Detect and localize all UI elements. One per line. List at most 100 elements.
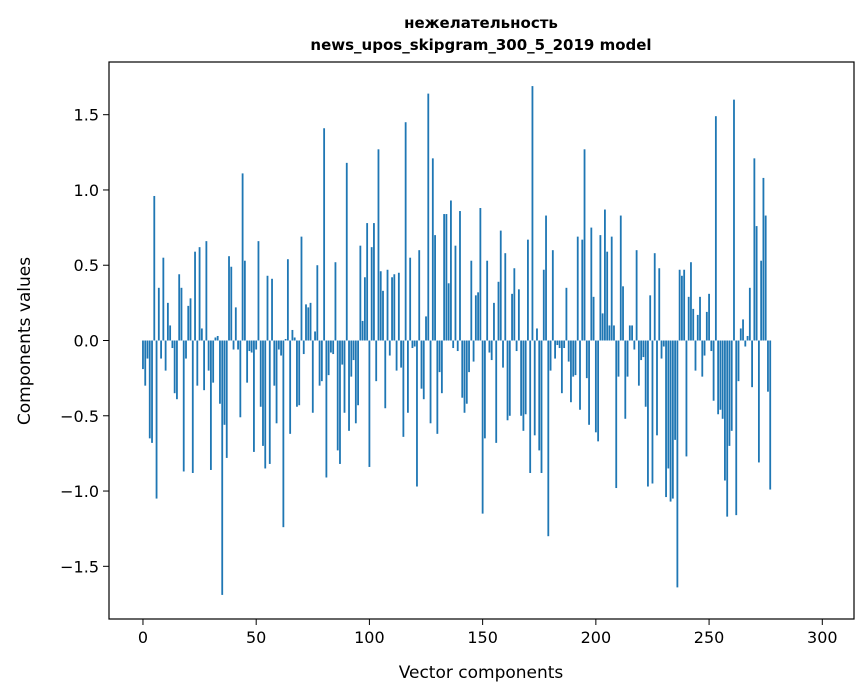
bar <box>440 340 443 394</box>
bar <box>719 340 722 410</box>
bar <box>696 314 699 341</box>
bar <box>746 335 749 341</box>
bar <box>146 340 149 359</box>
bar <box>764 215 767 341</box>
bar <box>443 214 446 341</box>
bar <box>536 328 538 341</box>
bar <box>565 287 568 341</box>
bar <box>671 340 674 499</box>
bar <box>291 329 294 341</box>
bar <box>499 230 502 341</box>
bar <box>755 226 758 341</box>
bar <box>633 340 636 350</box>
bar <box>228 256 230 341</box>
bar <box>196 340 199 386</box>
bar <box>490 340 493 361</box>
bar <box>431 158 434 341</box>
bar <box>592 296 595 341</box>
bar <box>751 340 753 388</box>
bar <box>316 265 319 341</box>
bar <box>296 340 298 407</box>
bar <box>259 340 262 407</box>
bar <box>531 86 534 341</box>
bar <box>703 340 706 356</box>
bar <box>454 245 457 341</box>
bar <box>309 302 312 341</box>
bar <box>481 340 484 514</box>
bar <box>705 311 708 341</box>
bar <box>744 340 747 347</box>
bar <box>606 251 609 341</box>
bar <box>762 177 765 341</box>
bar <box>760 260 763 341</box>
bar <box>243 260 246 341</box>
bar <box>474 295 477 341</box>
bar <box>384 340 387 409</box>
bar <box>463 340 466 413</box>
bar <box>187 305 190 341</box>
x-axis-label: Vector components <box>399 663 564 683</box>
bar <box>194 251 196 341</box>
bar <box>305 304 307 341</box>
bar <box>411 340 414 349</box>
bar <box>409 257 412 341</box>
bar <box>157 287 160 341</box>
bar <box>230 266 233 341</box>
bar <box>615 340 618 489</box>
bar <box>678 269 681 341</box>
bar <box>320 340 323 382</box>
bar <box>459 211 461 341</box>
bar <box>314 331 316 341</box>
bar <box>710 340 713 352</box>
y-tick-label: 1.0 <box>74 181 99 200</box>
bar <box>493 302 495 341</box>
bar <box>622 286 624 341</box>
bar <box>221 340 224 595</box>
bar <box>332 340 335 355</box>
bar <box>359 245 362 341</box>
bar <box>169 325 172 341</box>
bar <box>198 247 201 341</box>
bar <box>520 340 523 416</box>
bar <box>246 340 249 383</box>
y-tick-label: 0.5 <box>74 256 99 275</box>
bar <box>366 223 369 341</box>
bar <box>617 340 620 377</box>
bar <box>642 340 645 358</box>
bar <box>185 340 187 359</box>
bar <box>699 296 701 341</box>
bar <box>470 260 473 341</box>
bar <box>425 316 427 341</box>
bar <box>599 235 602 341</box>
bar <box>742 319 744 341</box>
x-tick-label: 150 <box>467 628 498 647</box>
bar <box>567 340 570 362</box>
bar <box>298 340 301 406</box>
bar <box>225 340 228 458</box>
bar <box>767 340 769 392</box>
bar <box>395 340 398 371</box>
bar <box>250 340 253 353</box>
bar <box>594 340 597 433</box>
x-tick-label: 50 <box>246 628 266 647</box>
chart-subtitle: news_upos_skipgram_300_5_2019 model <box>310 36 651 54</box>
bar <box>318 340 321 386</box>
bar <box>497 281 500 341</box>
bar <box>293 337 296 341</box>
bar <box>712 340 715 401</box>
bar <box>413 340 416 347</box>
bar <box>724 340 726 481</box>
bar <box>388 340 391 356</box>
bar <box>368 340 371 467</box>
x-tick-label: 250 <box>694 628 725 647</box>
bar <box>375 340 378 382</box>
bar <box>733 99 735 341</box>
y-tick-label: −1.5 <box>60 557 99 576</box>
bar <box>277 340 280 350</box>
bar <box>660 340 663 359</box>
bar <box>477 292 480 341</box>
bar <box>683 269 686 341</box>
bar <box>402 340 405 437</box>
bar <box>271 278 273 341</box>
bar <box>524 340 527 415</box>
